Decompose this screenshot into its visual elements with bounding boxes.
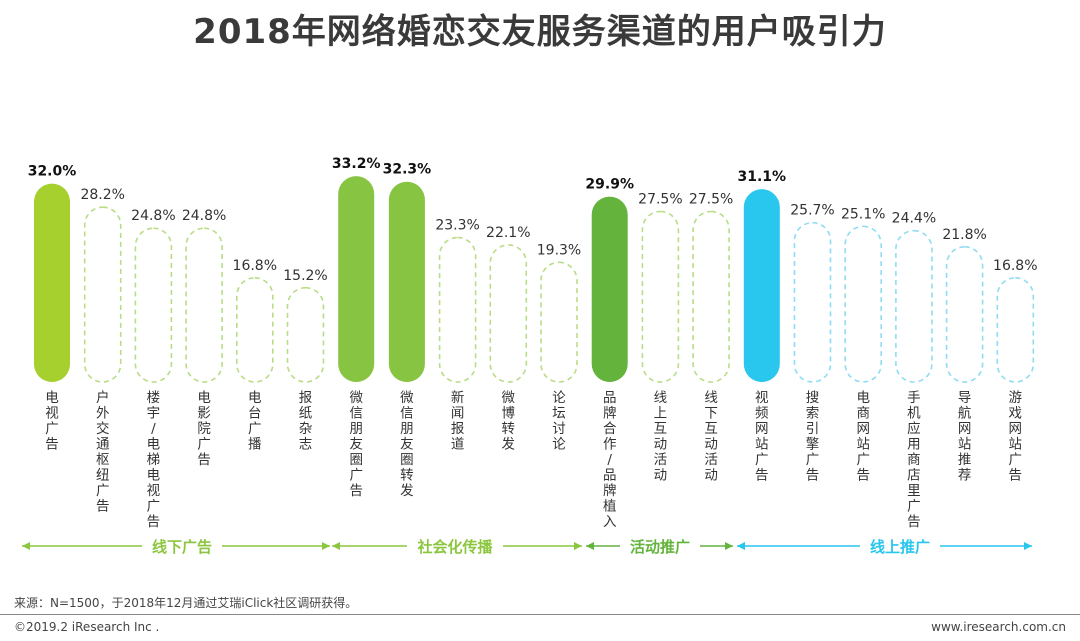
group-arrow-head: [22, 542, 30, 550]
value-label: 19.3%: [537, 242, 581, 258]
value-label: 24.8%: [131, 208, 175, 224]
value-label: 27.5%: [638, 192, 682, 208]
bar: [540, 261, 578, 383]
bar: [844, 225, 883, 383]
group-arrow-head: [725, 542, 733, 550]
category-label: 微博转发: [502, 390, 516, 453]
category-label: 论坛讨论: [552, 390, 566, 453]
group-label: 线上推广: [870, 538, 930, 556]
source-note: 来源：N=1500，于2018年12月通过艾瑞iClick社区调研获得。: [14, 596, 358, 610]
group-arrow-head: [574, 542, 582, 550]
value-label: 16.8%: [233, 258, 277, 274]
value-label: 16.8%: [993, 258, 1037, 274]
group-label: 社会化传播: [416, 538, 493, 556]
value-label: 23.3%: [435, 218, 479, 234]
copyright-text: ©2019.2 iResearch Inc .: [14, 620, 160, 634]
bar: [591, 196, 628, 382]
value-label: 32.3%: [383, 162, 432, 178]
category-label: 线上互动活动: [654, 390, 668, 484]
group-arrow-head: [737, 542, 745, 550]
value-label: 31.1%: [738, 169, 787, 185]
value-label: 27.5%: [689, 192, 733, 208]
bar: [945, 246, 984, 383]
value-label: 22.1%: [486, 225, 530, 241]
bar: [996, 277, 1035, 383]
category-label: 手机应用商店里广告: [907, 390, 921, 530]
category-label: 电台广播: [248, 390, 262, 453]
category-label: 新闻报道: [451, 390, 465, 453]
value-label: 29.9%: [585, 177, 634, 193]
bar: [895, 229, 933, 383]
chart-title: 2018年网络婚恋交友服务渠道的用户吸引力: [193, 12, 887, 52]
bar: [489, 244, 528, 383]
bar: [134, 227, 173, 383]
category-label: 户外交通枢纽广告: [96, 389, 110, 515]
bar-chart: 32.0% 电视广告 28.2% 户外交通枢纽广告 24.8% 楼宇/电梯电视广告 24.8…: [22, 156, 1038, 556]
category-label: 线下互动活动: [704, 390, 718, 484]
value-label: 32.0%: [28, 164, 77, 180]
category-label: 微信朋友圈转发: [400, 390, 414, 499]
category-label: 视频网站广告: [755, 390, 769, 484]
category-label: 游戏网站广告: [1009, 390, 1023, 484]
bar: [692, 210, 730, 383]
website-text: www.iresearch.com.cn: [931, 620, 1066, 634]
bar: [793, 221, 832, 383]
category-label: 搜索引擎广告: [806, 390, 820, 484]
category-label: 报纸杂志: [299, 390, 313, 453]
bar: [185, 227, 223, 383]
category-label: 品牌合作/品牌植入: [603, 390, 617, 530]
bar: [236, 277, 274, 383]
category-label: 电商网站广告: [856, 390, 870, 484]
value-label: 24.4%: [892, 211, 936, 227]
category-label: 导航网站推荐: [958, 390, 972, 484]
bar: [641, 210, 680, 383]
value-label: 28.2%: [80, 187, 124, 203]
bar: [34, 183, 70, 382]
bar: [388, 181, 425, 382]
value-label: 21.8%: [942, 227, 986, 243]
category-label: 电影院广告: [197, 390, 211, 468]
value-label: 25.1%: [841, 206, 885, 222]
bar: [83, 206, 122, 383]
category-label: 楼宇/电梯电视广告: [147, 390, 161, 530]
bar: [286, 286, 325, 383]
group-arrow-head: [322, 542, 330, 550]
group-arrow-head: [586, 542, 594, 550]
value-label: 15.2%: [283, 268, 327, 284]
category-label: 电视广告: [45, 390, 59, 453]
group-arrow-head: [332, 542, 340, 550]
category-label: 微信朋友圈广告: [349, 390, 363, 499]
value-label: 24.8%: [182, 208, 226, 224]
footer-divider: [0, 614, 1080, 615]
bar: [438, 236, 477, 383]
bar: [338, 176, 375, 382]
group-label: 线下广告: [152, 538, 212, 556]
group-label: 活动推广: [630, 538, 690, 556]
value-label: 33.2%: [332, 156, 381, 172]
bar: [743, 189, 780, 382]
value-label: 25.7%: [790, 203, 834, 219]
group-arrow-head: [1024, 542, 1032, 550]
